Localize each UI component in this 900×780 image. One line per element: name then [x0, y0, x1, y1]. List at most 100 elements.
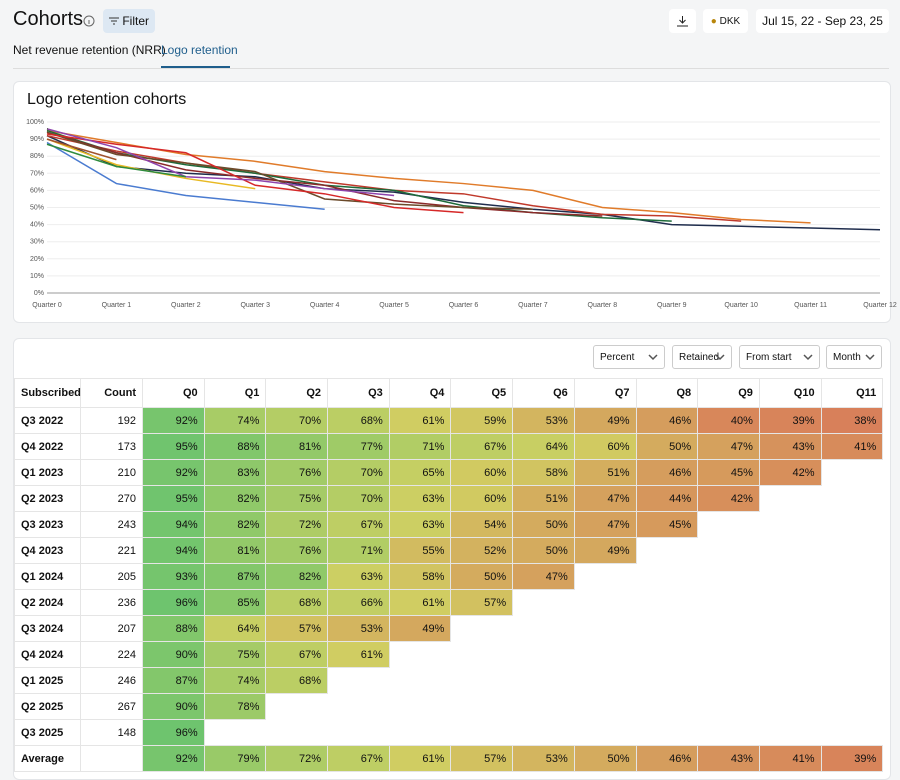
retention-cell: [636, 719, 698, 746]
retention-cell: [574, 615, 636, 642]
retention-cell: 49%: [573, 537, 637, 564]
retention-cell: 60%: [573, 433, 637, 460]
retention-cell: [697, 589, 760, 616]
retention-cell: 64%: [203, 615, 267, 642]
retention-cell: 57%: [450, 745, 514, 772]
retention-cell: [697, 537, 760, 564]
dropdown[interactable]: Retained: [672, 345, 732, 369]
retention-cell: [759, 563, 822, 590]
retention-cell: 58%: [388, 563, 452, 590]
column-header: Q8: [635, 378, 699, 408]
count-cell: 243: [80, 511, 143, 538]
header-row: Subscribed Count Q0 Q1 Q2 Q3 Q4 Q5 Q6 Q7 Q8 Q9 Q10 Q1…: [14, 378, 884, 408]
retention-cell: [327, 667, 390, 694]
retention-cell: 77%: [327, 433, 390, 460]
dropdown[interactable]: From start: [739, 345, 820, 369]
retention-cell: 64%: [512, 433, 575, 460]
retention-cell: [574, 719, 636, 746]
filter-button[interactable]: Filter: [103, 9, 155, 33]
column-header: Q2: [265, 378, 329, 408]
retention-cell: 67%: [450, 433, 514, 460]
count-cell: 210: [80, 459, 143, 486]
retention-cell: 41%: [820, 433, 884, 460]
retention-cell: [759, 667, 822, 694]
retention-cell: 70%: [327, 459, 390, 486]
retention-cell: [512, 667, 575, 694]
retention-cell: 95%: [142, 433, 205, 460]
retention-cell: [450, 615, 513, 642]
y-tick-label: 30%: [30, 239, 44, 246]
download-button[interactable]: [669, 9, 696, 33]
x-tick-label: Quarter 1: [102, 302, 132, 309]
retention-cell: [574, 667, 636, 694]
retention-cell: [450, 667, 513, 694]
column-header: Q5: [450, 378, 514, 408]
filter-label: Filter: [122, 14, 149, 28]
cohort-line: [46, 138, 117, 161]
retention-cell: 67%: [327, 745, 390, 772]
retention-cell: 40%: [697, 407, 760, 434]
date-range-button[interactable]: Jul 15, 22 - Sep 23, 25: [756, 9, 889, 33]
retention-cell: 50%: [512, 537, 575, 564]
x-tick-label: Quarter 10: [724, 302, 758, 309]
retention-cell: 43%: [697, 745, 760, 772]
x-tick-label: Quarter 11: [794, 302, 827, 309]
retention-cell: 41%: [758, 745, 822, 772]
retention-cell: [327, 719, 390, 746]
count-cell: 246: [80, 667, 143, 694]
retention-cell: 47%: [697, 433, 760, 460]
retention-cell: 82%: [203, 485, 267, 512]
currency-label: DKK: [719, 15, 741, 27]
retention-cell: [636, 667, 698, 694]
row-label: Average: [14, 745, 81, 772]
retention-cell: 87%: [203, 563, 267, 590]
retention-cell: 88%: [142, 615, 205, 642]
retention-cell: 42%: [697, 485, 760, 512]
info-icon[interactable]: [83, 15, 95, 27]
column-header: Q1: [203, 378, 267, 408]
count-cell: 224: [80, 641, 143, 668]
column-header: Q3: [327, 378, 390, 408]
retention-cell: 67%: [265, 641, 329, 668]
table-row: Q3 2023 243 94% 82% 72% 67% 63% 54% 50% 47% 45%: [14, 511, 883, 538]
retention-cell: [821, 563, 883, 590]
tab[interactable]: Net revenue retention (NRR): [13, 43, 166, 57]
row-label: Q3 2025: [14, 719, 81, 746]
retention-cell: 67%: [327, 511, 390, 538]
retention-cell: 93%: [142, 563, 205, 590]
retention-cell: 43%: [758, 433, 822, 460]
retention-cell: 74%: [203, 407, 267, 434]
retention-cell: [636, 563, 698, 590]
y-tick-label: 40%: [30, 222, 44, 229]
dropdown[interactable]: Percent: [593, 345, 665, 369]
table-row: Q4 2024 224 90% 75% 67% 61%: [14, 641, 883, 668]
retention-cell: [204, 719, 266, 746]
row-label: Q1 2024: [14, 563, 81, 590]
row-label: Q3 2023: [14, 511, 81, 538]
x-tick-label: Quarter 3: [240, 302, 270, 309]
retention-cell: [759, 615, 822, 642]
retention-cell: 51%: [512, 485, 575, 512]
chevron: [715, 354, 725, 361]
x-tick-label: Quarter 5: [379, 302, 409, 309]
retention-cell: 53%: [512, 407, 575, 434]
dropdown-label: Retained: [679, 351, 720, 363]
retention-cell: 74%: [203, 667, 267, 694]
count-cell: 267: [80, 693, 143, 720]
date-range: Jul 15, 22 - Sep 23, 25: [762, 14, 883, 28]
retention-cell: [574, 589, 636, 616]
retention-cell: 61%: [327, 641, 390, 668]
retention-cell: [389, 693, 451, 720]
currency-button[interactable]: ● DKK: [703, 9, 748, 33]
y-tick-label: 50%: [30, 205, 44, 212]
tab-active[interactable]: Logo retention: [161, 43, 238, 57]
dropdown[interactable]: Month: [826, 345, 882, 369]
retention-cell: 83%: [203, 459, 267, 486]
dropdown-label: Month: [833, 351, 861, 363]
retention-cell: [450, 693, 513, 720]
count-cell: 270: [80, 485, 143, 512]
column-header: Q6: [512, 378, 575, 408]
retention-cell: 46%: [635, 459, 699, 486]
count-cell: 221: [80, 537, 143, 564]
count-cell: 148: [80, 719, 143, 746]
